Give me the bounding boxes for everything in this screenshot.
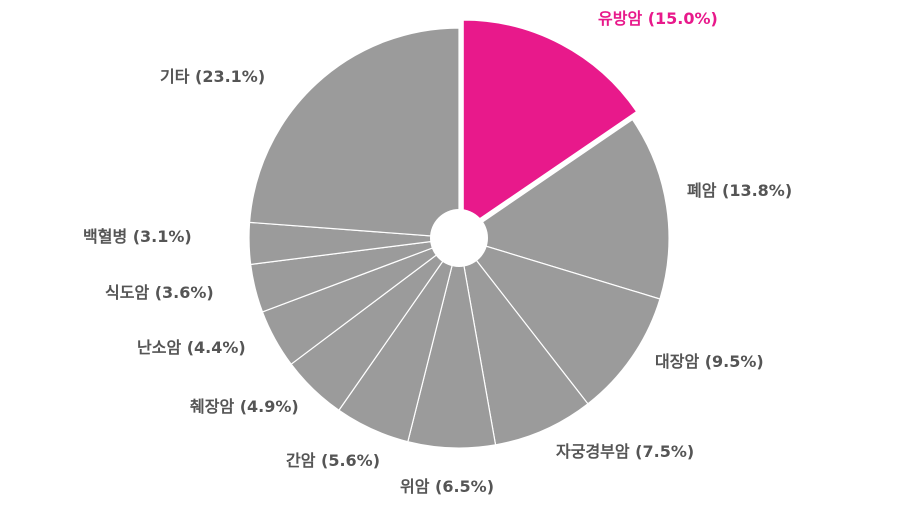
pie-slices [248, 19, 670, 449]
donut-hole [430, 209, 488, 267]
slice-label-7: 췌장암 (4.9%) [190, 397, 299, 416]
slice-label-5: 위암 (6.5%) [400, 477, 494, 496]
pie-slice-1 [462, 19, 638, 232]
slice-label-1: 유방암 (15.0%) [598, 9, 718, 28]
slice-label-9: 식도암 (3.6%) [105, 283, 214, 302]
pie-slice-2 [457, 118, 670, 300]
slice-label-11: 기타 (23.1%) [160, 67, 265, 86]
pie-labels: 유방암 (15.0%) 폐암 (13.8%) 대장암 (9.5%) 자궁경부암 (7.… [83, 9, 792, 496]
slice-label-8: 난소암 (4.4%) [137, 338, 246, 357]
pie-slice-11 [248, 27, 460, 239]
slice-label-2: 폐암 (13.8%) [687, 181, 792, 200]
slice-label-3: 대장암 (9.5%) [655, 352, 764, 371]
slice-label-4: 자궁경부암 (7.5%) [556, 442, 694, 461]
pie-slice-4 [458, 237, 589, 446]
slice-label-6: 간암 (5.6%) [286, 451, 380, 470]
slice-label-10: 백혈병 (3.1%) [83, 227, 192, 246]
pie-slice-3 [457, 236, 661, 405]
